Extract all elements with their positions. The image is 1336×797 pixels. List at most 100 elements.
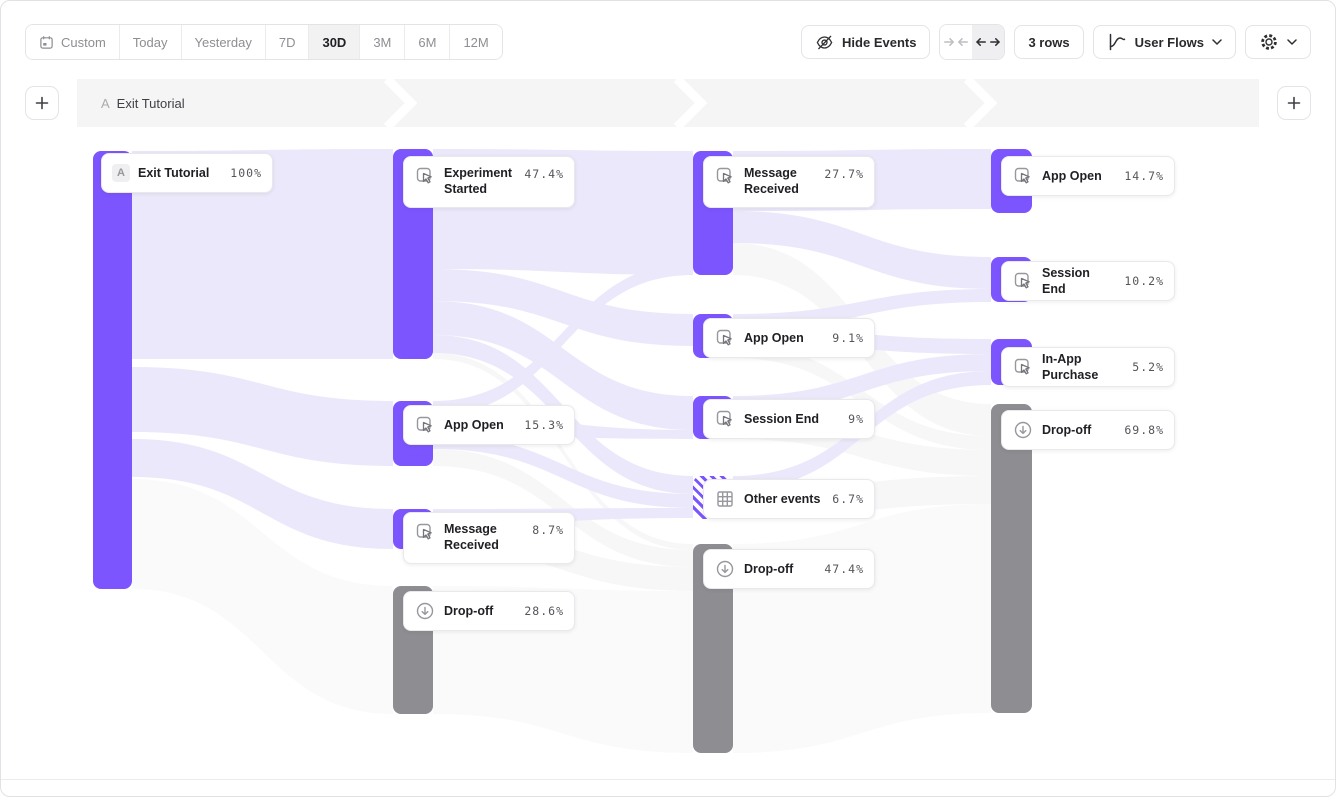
node-bar-exit-tutorial-step1[interactable]: [93, 151, 132, 589]
node-percentage: 27.7%: [824, 167, 864, 181]
calendar-icon: [39, 35, 54, 50]
node-percentage: 9.1%: [832, 331, 864, 345]
settings-dropdown[interactable]: [1245, 25, 1311, 59]
gear-icon: [1259, 32, 1279, 52]
node-percentage: 10.2%: [1124, 274, 1164, 288]
node-card-session-end-step3[interactable]: Session End 9%: [703, 399, 875, 439]
step-name: Exit Tutorial: [116, 95, 185, 111]
chevron-down-icon: [1287, 39, 1297, 45]
flow-ribbon: [733, 504, 991, 753]
flow-ribbon: [733, 344, 991, 450]
eye-off-icon: [815, 33, 834, 52]
event-icon: [414, 521, 436, 543]
date-range-12m[interactable]: 12M: [450, 25, 502, 59]
date-range-7d[interactable]: 7D: [265, 25, 310, 59]
dropoff-arrow-icon: [414, 600, 436, 622]
node-card-message-received-step2[interactable]: Message Received 8.7%: [403, 512, 575, 564]
expand-columns-button[interactable]: [972, 25, 1005, 59]
hide-events-button[interactable]: Hide Events: [801, 25, 931, 59]
node-card-drop-off-step4[interactable]: Drop-off 69.8%: [1001, 410, 1175, 450]
rows-label: 3 rows: [1028, 34, 1070, 50]
node-label: Message Received: [444, 522, 499, 553]
node-card-drop-off-step2[interactable]: Drop-off 28.6%: [403, 591, 575, 631]
date-range-6m[interactable]: 6M: [405, 25, 451, 59]
node-label: Other events: [744, 491, 821, 506]
node-card-message-received-step3[interactable]: Message Received 27.7%: [703, 156, 875, 208]
node-card-drop-off-step3[interactable]: Drop-off 47.4%: [703, 549, 875, 589]
node-card-exit-tutorial-step1[interactable]: A Exit Tutorial 100%: [101, 153, 273, 193]
node-label: Exit Tutorial: [138, 165, 210, 180]
node-label: App Open: [1042, 168, 1102, 183]
event-icon: [714, 165, 736, 187]
flow-chart-icon: [1107, 32, 1127, 52]
step-separator-chevron-icon: [383, 79, 418, 127]
add-step-right-button[interactable]: [1277, 86, 1311, 120]
node-label: In-App Purchase: [1042, 351, 1099, 382]
node-card-other-events-step3[interactable]: Other events 6.7%: [703, 479, 875, 519]
rows-button[interactable]: 3 rows: [1014, 25, 1084, 59]
date-range-label: 3M: [373, 34, 392, 50]
date-range-label: 12M: [463, 34, 489, 50]
date-range-3m[interactable]: 3M: [360, 25, 406, 59]
flow-ribbon: [132, 367, 393, 466]
view-selector-dropdown[interactable]: User Flows: [1092, 25, 1236, 59]
flow-ribbon: [733, 354, 991, 413]
node-percentage: 6.7%: [832, 492, 864, 506]
node-percentage: 69.8%: [1124, 423, 1164, 437]
flow-ribbon: [433, 269, 693, 346]
date-range-30d[interactable]: 30D: [309, 25, 361, 59]
node-percentage: 28.6%: [524, 604, 564, 618]
node-percentage: 8.7%: [532, 523, 564, 537]
step-letter: A: [101, 95, 110, 111]
step-letter-badge: A: [112, 164, 130, 182]
chevron-down-icon: [1212, 39, 1222, 45]
other-events-grid-icon: [714, 488, 736, 510]
node-percentage: 100%: [230, 166, 262, 180]
collapse-columns-button[interactable]: [940, 25, 973, 59]
node-card-in-app-purchase-step4[interactable]: In-App Purchase 5.2%: [1001, 347, 1175, 387]
flow-ribbon: [132, 479, 393, 714]
event-icon: [1012, 165, 1034, 187]
event-icon: [1012, 356, 1034, 378]
date-range-custom[interactable]: Custom: [26, 25, 120, 59]
top-toolbar: Custom Today Yesterday 7D 30D 3M 6M 12M Hide Ev…: [25, 24, 1311, 60]
node-card-app-open-step2[interactable]: App Open 15.3%: [403, 405, 575, 445]
add-step-left-button[interactable]: [25, 86, 59, 120]
node-card-experiment-started-step2[interactable]: Experiment Started 47.4%: [403, 156, 575, 208]
node-percentage: 15.3%: [524, 418, 564, 432]
node-percentage: 9%: [848, 412, 864, 426]
node-percentage: 47.4%: [524, 167, 564, 181]
date-range-yesterday[interactable]: Yesterday: [181, 25, 266, 59]
node-label: App Open: [444, 417, 504, 432]
arrows-outward-icon: [976, 36, 1001, 48]
toolbar-right-cluster: Hide Events: [801, 24, 1311, 60]
flow-ribbon: [132, 439, 393, 549]
node-label: Drop-off: [444, 603, 494, 618]
arrows-inward-icon: [944, 36, 969, 48]
node-card-app-open-step3[interactable]: App Open 9.1%: [703, 318, 875, 358]
plus-icon: [35, 96, 49, 110]
date-range-label: 7D: [278, 34, 296, 50]
date-range-label: Today: [132, 34, 168, 50]
step-a-header[interactable]: A Exit Tutorial: [101, 79, 185, 127]
date-range-label: Yesterday: [194, 34, 252, 50]
event-icon: [714, 327, 736, 349]
dropoff-arrow-icon: [714, 558, 736, 580]
step-separator-chevron-icon: [673, 79, 708, 127]
flow-ribbon: [733, 211, 991, 289]
node-label: Session End: [1042, 265, 1090, 296]
node-card-session-end-step4[interactable]: Session End 10.2%: [1001, 261, 1175, 301]
node-bar-drop-off-step4[interactable]: [991, 404, 1032, 713]
flow-ribbon: [433, 263, 693, 415]
date-range-today[interactable]: Today: [119, 25, 182, 59]
collapse-expand-control: [939, 24, 1006, 60]
date-range-control: Custom Today Yesterday 7D 30D 3M 6M 12M: [25, 24, 503, 60]
view-selector-label: User Flows: [1134, 34, 1204, 50]
date-range-label: 30D: [322, 34, 347, 50]
node-percentage: 5.2%: [1132, 360, 1164, 374]
step-separator-chevron-icon: [963, 79, 998, 127]
event-icon: [714, 408, 736, 430]
node-card-app-open-step4[interactable]: App Open 14.7%: [1001, 156, 1175, 196]
flow-ribbon: [132, 149, 393, 359]
